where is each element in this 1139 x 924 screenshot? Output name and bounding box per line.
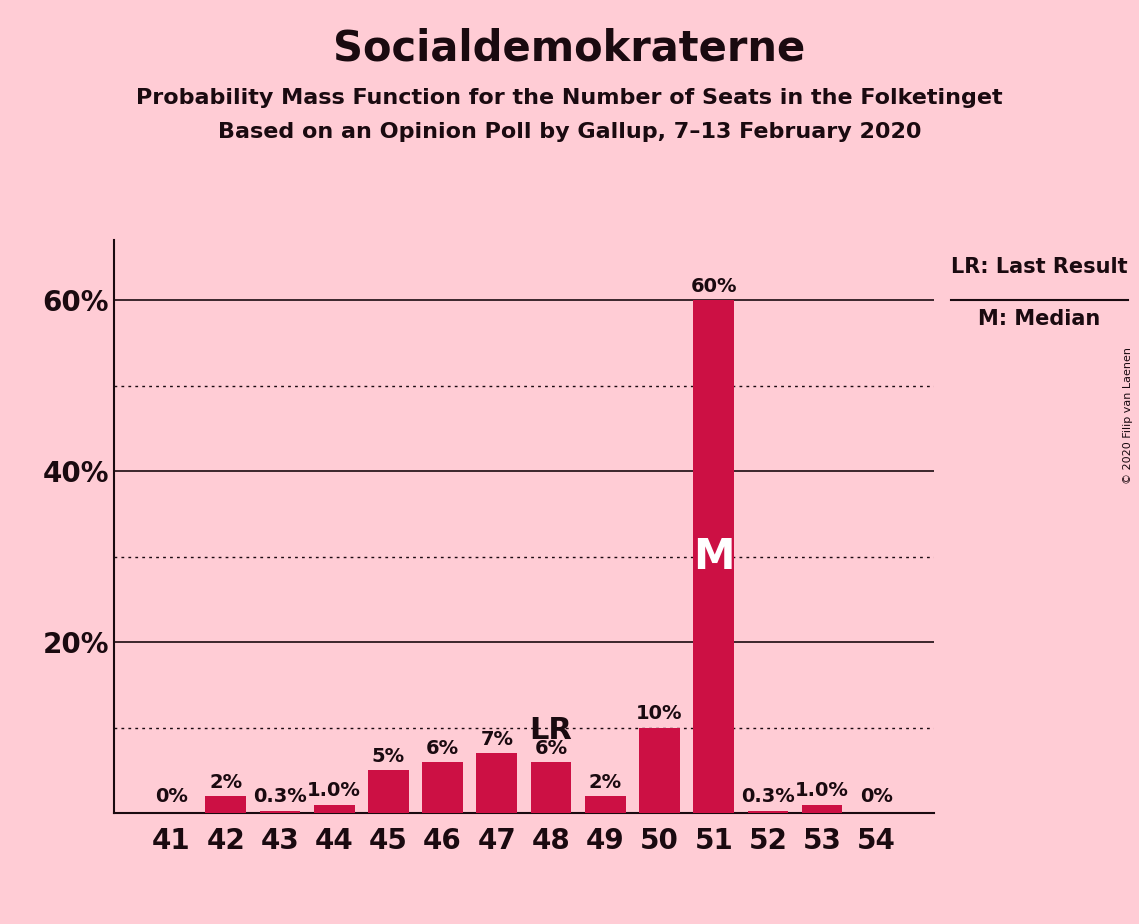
Bar <box>802 805 843 813</box>
Text: M: Median: M: Median <box>978 310 1100 329</box>
Text: 5%: 5% <box>371 748 405 766</box>
Text: 0.3%: 0.3% <box>253 787 306 807</box>
Bar <box>368 771 409 813</box>
Text: 60%: 60% <box>690 277 737 296</box>
Text: © 2020 Filip van Laenen: © 2020 Filip van Laenen <box>1123 347 1133 484</box>
Text: Socialdemokraterne: Socialdemokraterne <box>334 28 805 69</box>
Text: 0.3%: 0.3% <box>741 787 795 807</box>
Text: LR: Last Result: LR: Last Result <box>951 257 1128 277</box>
Text: 6%: 6% <box>426 738 459 758</box>
Bar <box>747 810 788 813</box>
Text: 6%: 6% <box>534 738 567 758</box>
Text: Probability Mass Function for the Number of Seats in the Folketinget: Probability Mass Function for the Number… <box>137 88 1002 108</box>
Text: 2%: 2% <box>210 772 243 792</box>
Bar <box>694 300 734 813</box>
Text: LR: LR <box>530 716 573 745</box>
Text: 0%: 0% <box>155 787 188 807</box>
Text: Based on an Opinion Poll by Gallup, 7–13 February 2020: Based on an Opinion Poll by Gallup, 7–13… <box>218 122 921 142</box>
Bar <box>314 805 354 813</box>
Bar <box>205 796 246 813</box>
Text: M: M <box>693 536 735 578</box>
Bar <box>260 810 301 813</box>
Text: 1.0%: 1.0% <box>795 782 849 800</box>
Text: 1.0%: 1.0% <box>308 782 361 800</box>
Bar <box>423 761 462 813</box>
Bar <box>476 753 517 813</box>
Bar <box>531 761 572 813</box>
Text: 0%: 0% <box>860 787 893 807</box>
Bar <box>585 796 625 813</box>
Text: 2%: 2% <box>589 772 622 792</box>
Bar <box>639 727 680 813</box>
Text: 10%: 10% <box>637 704 682 723</box>
Text: 7%: 7% <box>481 730 514 749</box>
